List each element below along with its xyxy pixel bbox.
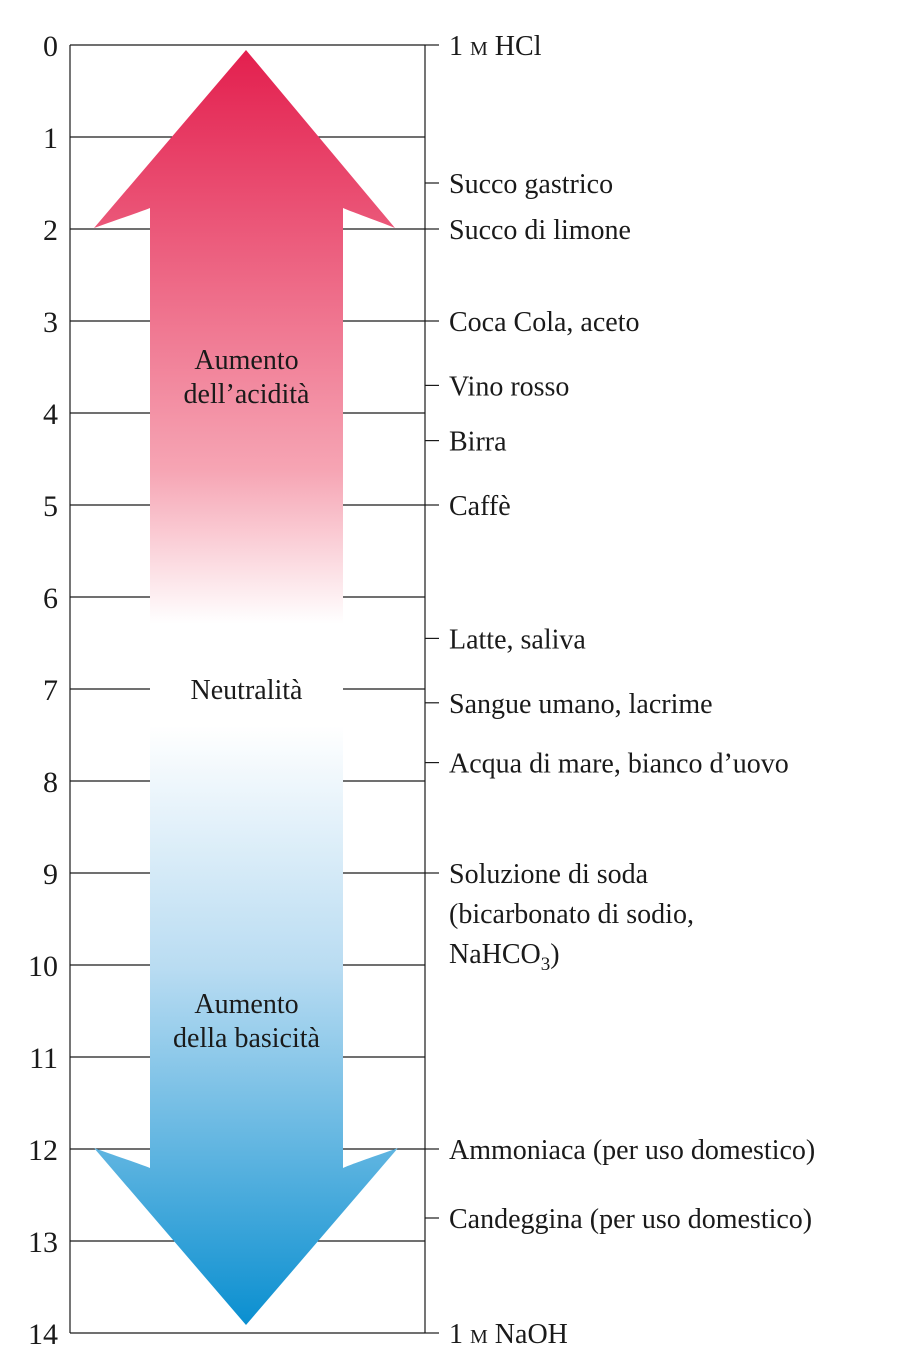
tick-label-13: 13: [28, 1226, 58, 1259]
substance-label-7-0: Latte, saliva: [449, 624, 586, 655]
substance-label-10-0: Soluzione di soda: [449, 859, 649, 890]
substance-label-0-0: 1 M HCl: [449, 31, 542, 62]
tick-label-5: 5: [43, 490, 58, 523]
region-label-2-1: della basicità: [173, 1023, 321, 1054]
substance-label-2-0: Succo di limone: [449, 215, 631, 246]
tick-label-0: 0: [43, 30, 58, 63]
tick-label-4: 4: [43, 398, 58, 431]
tick-label-9: 9: [43, 858, 58, 891]
substance-label-12-0: Candeggina (per uso domestico): [449, 1204, 812, 1235]
region-label-2-0: Aumento: [194, 989, 298, 1020]
frame-layer: [69, 44, 439, 1334]
region-label-0-1: dell’acidità: [184, 379, 311, 410]
tick-label-3: 3: [43, 306, 58, 339]
tick-label-12: 12: [28, 1134, 58, 1167]
tick-label-7: 7: [43, 674, 58, 707]
region-labels: Aumentodell’aciditàNeutralitàAumentodell…: [173, 345, 321, 1054]
substance-label-10-2: NaHCO3): [449, 939, 560, 975]
substance-label-10-1: (bicarbonato di sodio,: [449, 899, 694, 930]
tick-label-1: 1: [43, 122, 58, 155]
substance-label-9-0: Acqua di mare, bianco d’uovo: [449, 749, 789, 780]
tick-label-14: 14: [28, 1318, 58, 1351]
substance-labels: 1 M HCl Succo gastrico Succo di limone Coca…: [449, 31, 815, 1350]
substance-label-11-0: Ammoniaca (per uso domestico): [449, 1135, 815, 1166]
substance-label-13-0: 1 M NaOH: [449, 1319, 568, 1350]
substance-label-8-0: Sangue umano, lacrime: [449, 689, 713, 720]
double-arrow: [94, 50, 398, 1325]
substance-label-5-0: Birra: [449, 427, 507, 458]
substance-label-3-0: Coca Cola, aceto: [449, 307, 639, 338]
substance-label-1-0: Succo gastrico: [449, 169, 613, 200]
tick-label-10: 10: [28, 950, 58, 983]
substance-label-4-0: Vino rosso: [449, 371, 569, 402]
tick-label-8: 8: [43, 766, 58, 799]
region-label-1-0: Neutralità: [191, 675, 304, 706]
region-label-0-0: Aumento: [194, 345, 298, 376]
tick-label-2: 2: [43, 214, 58, 247]
tick-label-11: 11: [29, 1042, 58, 1075]
substance-label-6-0: Caffè: [449, 491, 511, 522]
tick-label-6: 6: [43, 582, 58, 615]
